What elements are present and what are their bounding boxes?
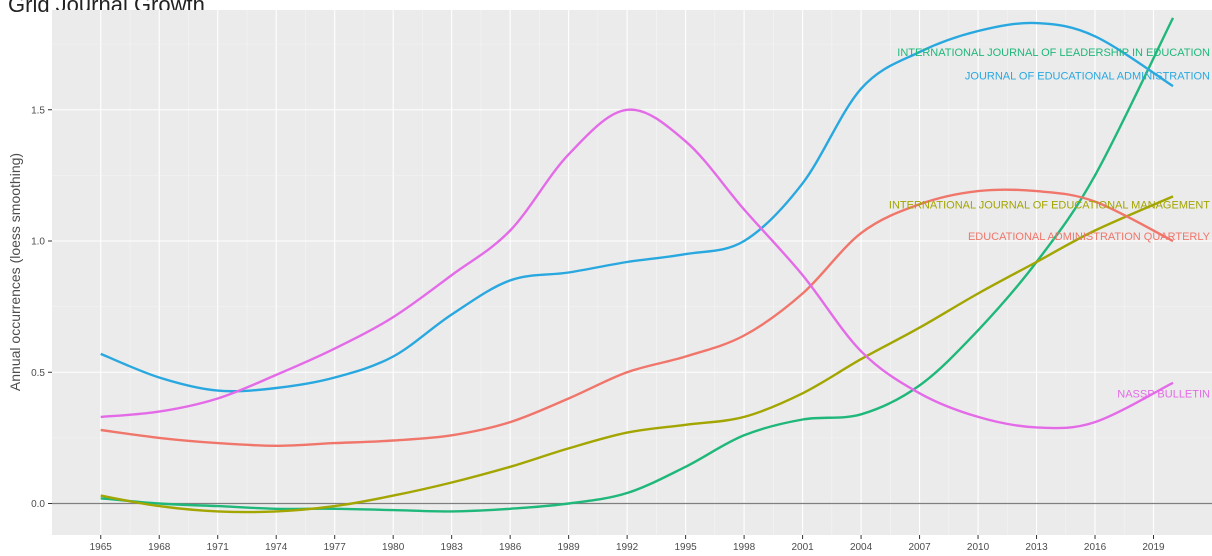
series-label: EDUCATIONAL ADMINISTRATION QUARTERLY	[968, 231, 1211, 243]
y-axis-label: Annual occurrences (loess smoothing)	[7, 153, 23, 391]
x-tick-label: 1986	[499, 542, 522, 553]
series-lines	[100, 17, 1175, 514]
y-tick-label: 0.0	[31, 499, 45, 510]
x-tick-label: 1995	[674, 542, 697, 553]
x-tick-label: 2013	[1025, 542, 1048, 553]
series-labels: INTERNATIONAL JOURNAL OF LEADERSHIP IN E…	[889, 47, 1211, 400]
x-tick-label: 1983	[441, 542, 464, 553]
series-line	[100, 195, 1174, 514]
plot-panel	[52, 10, 1212, 535]
series-label: NASSP BULLETIN	[1117, 388, 1210, 400]
x-tick-label: 2007	[908, 542, 931, 553]
x-axis-ticks: 1965 1968 1971 1974 1977 1980 1983 1986 1989 1992…	[90, 535, 1165, 553]
x-tick-label: 1968	[148, 542, 171, 553]
x-tick-label: 1992	[616, 542, 639, 553]
series-line	[100, 108, 1174, 430]
y-tick-label: 1.5	[31, 105, 45, 116]
x-tick-label: 2016	[1084, 542, 1107, 553]
series-label: INTERNATIONAL JOURNAL OF LEADERSHIP IN E…	[897, 47, 1210, 59]
x-tick-label: 2010	[967, 542, 990, 553]
x-tick-label: 1980	[382, 542, 405, 553]
series-label: INTERNATIONAL JOURNAL OF EDUCATIONAL MAN…	[889, 199, 1210, 211]
x-tick-label: 2004	[850, 542, 873, 553]
y-tick-label: 0.5	[31, 368, 45, 379]
series-line	[100, 21, 1174, 393]
x-tick-label: 1989	[558, 542, 581, 553]
series-line	[100, 17, 1175, 513]
x-tick-label: 1971	[207, 542, 230, 553]
x-tick-label: 1965	[90, 542, 113, 553]
series-label: JOURNAL OF EDUCATIONAL ADMINISTRATION	[965, 71, 1210, 83]
x-tick-label: 1998	[733, 542, 756, 553]
x-tick-label: 1974	[265, 542, 288, 553]
x-tick-label: 2019	[1142, 542, 1165, 553]
y-axis-ticks: 0.0 0.5 1.0 1.5	[31, 105, 52, 510]
x-tick-label: 2001	[791, 542, 814, 553]
x-tick-label: 1977	[324, 542, 347, 553]
y-tick-label: 1.0	[31, 237, 45, 248]
series-line	[100, 188, 1174, 447]
